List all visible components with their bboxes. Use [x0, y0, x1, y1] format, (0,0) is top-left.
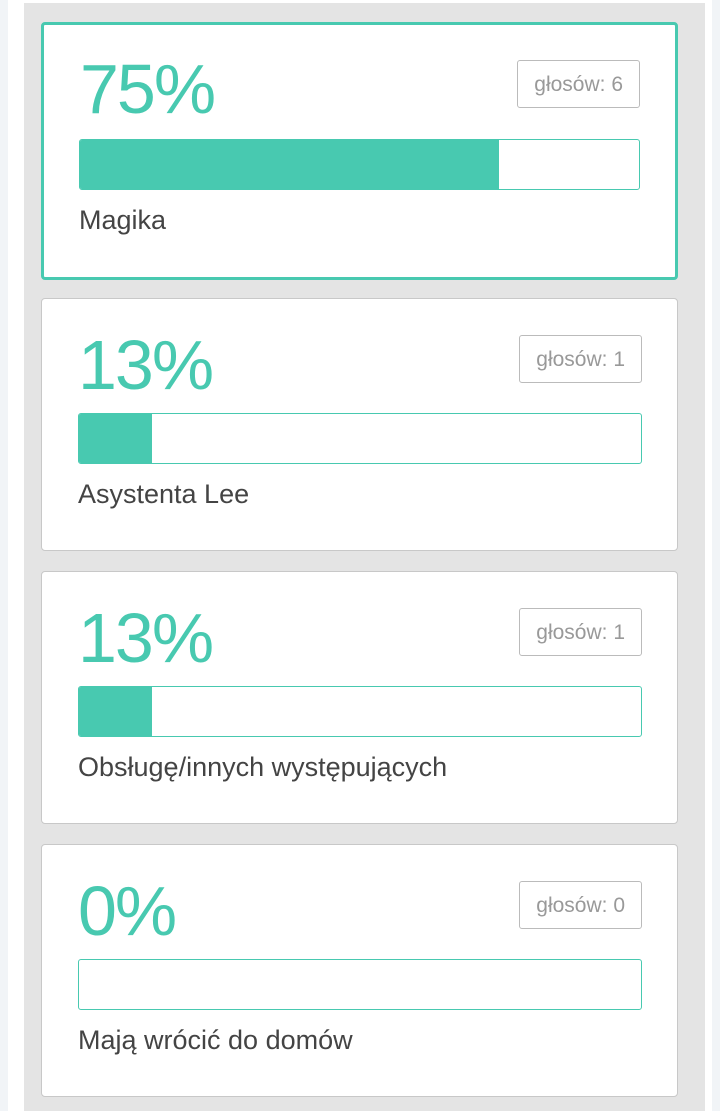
progress-bar	[78, 686, 642, 737]
progress-bar	[78, 959, 642, 1010]
votes-badge: głosów: 1	[519, 335, 642, 383]
progress-bar	[78, 413, 642, 464]
progress-bar	[79, 139, 640, 190]
progress-fill	[79, 687, 153, 736]
poll-option-card[interactable]: 13% głosów: 1 Obsługę/innych występujący…	[41, 571, 678, 824]
option-name: Obsługę/innych występujących	[78, 752, 448, 782]
poll-option-card[interactable]: 0% głosów: 0 Mają wrócić do domów	[41, 844, 678, 1097]
progress-fill	[80, 140, 500, 189]
option-name: Magika	[79, 205, 167, 235]
percent-label: 0%	[78, 872, 177, 950]
poll-option-card[interactable]: 13% głosów: 1 Asystenta Lee	[41, 298, 678, 551]
percent-label: 13%	[78, 599, 214, 677]
percent-label: 75%	[80, 50, 216, 128]
option-name: Mają wrócić do domów	[78, 1025, 353, 1055]
votes-badge: głosów: 0	[519, 881, 642, 929]
progress-fill	[79, 414, 153, 463]
poll-results-panel: 75% głosów: 6 Magika 13% głosów: 1 Asyst…	[24, 3, 705, 1111]
votes-badge: głosów: 6	[517, 60, 640, 108]
votes-badge: głosów: 1	[519, 608, 642, 656]
poll-option-card[interactable]: 75% głosów: 6 Magika	[41, 22, 678, 280]
option-name: Asystenta Lee	[78, 479, 250, 509]
percent-label: 13%	[78, 326, 214, 404]
